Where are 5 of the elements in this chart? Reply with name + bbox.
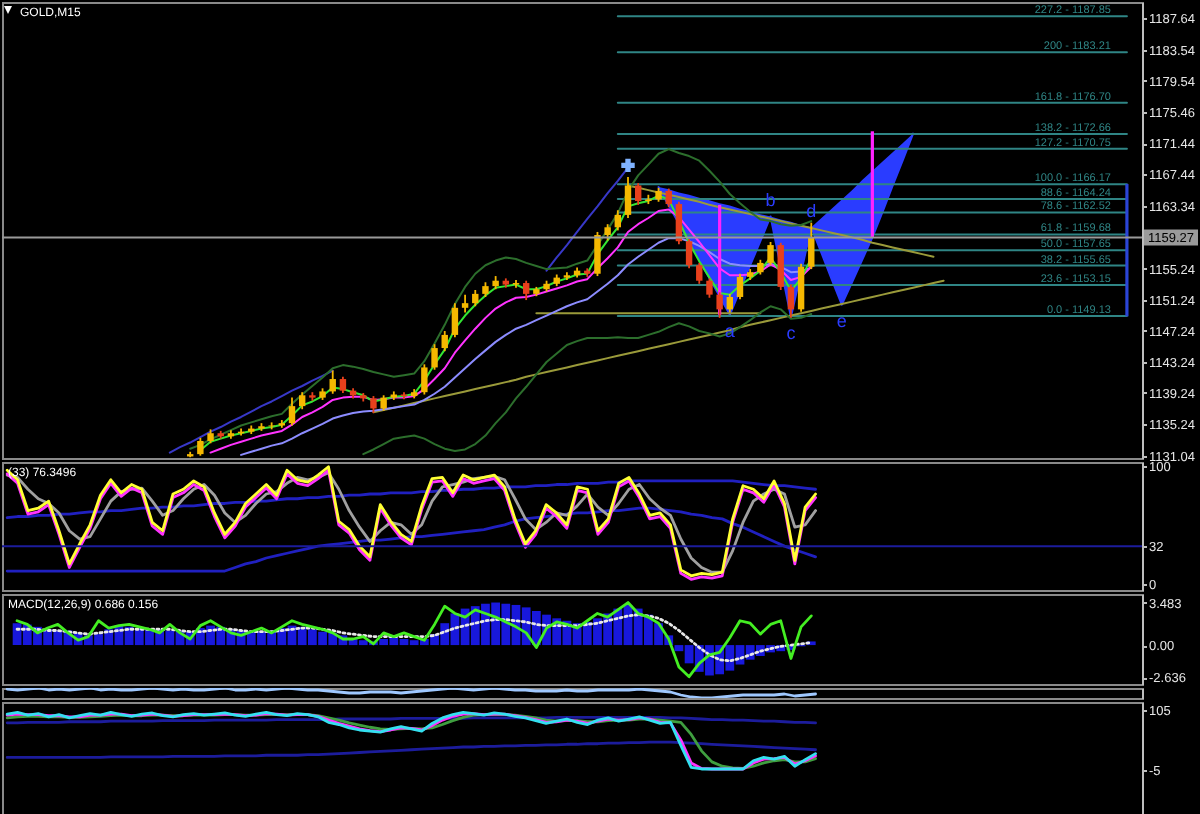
data-label: c	[786, 323, 797, 344]
data-label: b	[765, 190, 776, 211]
data-label: a	[724, 320, 735, 341]
data-label: d	[806, 201, 817, 222]
data-label: e	[836, 310, 847, 331]
